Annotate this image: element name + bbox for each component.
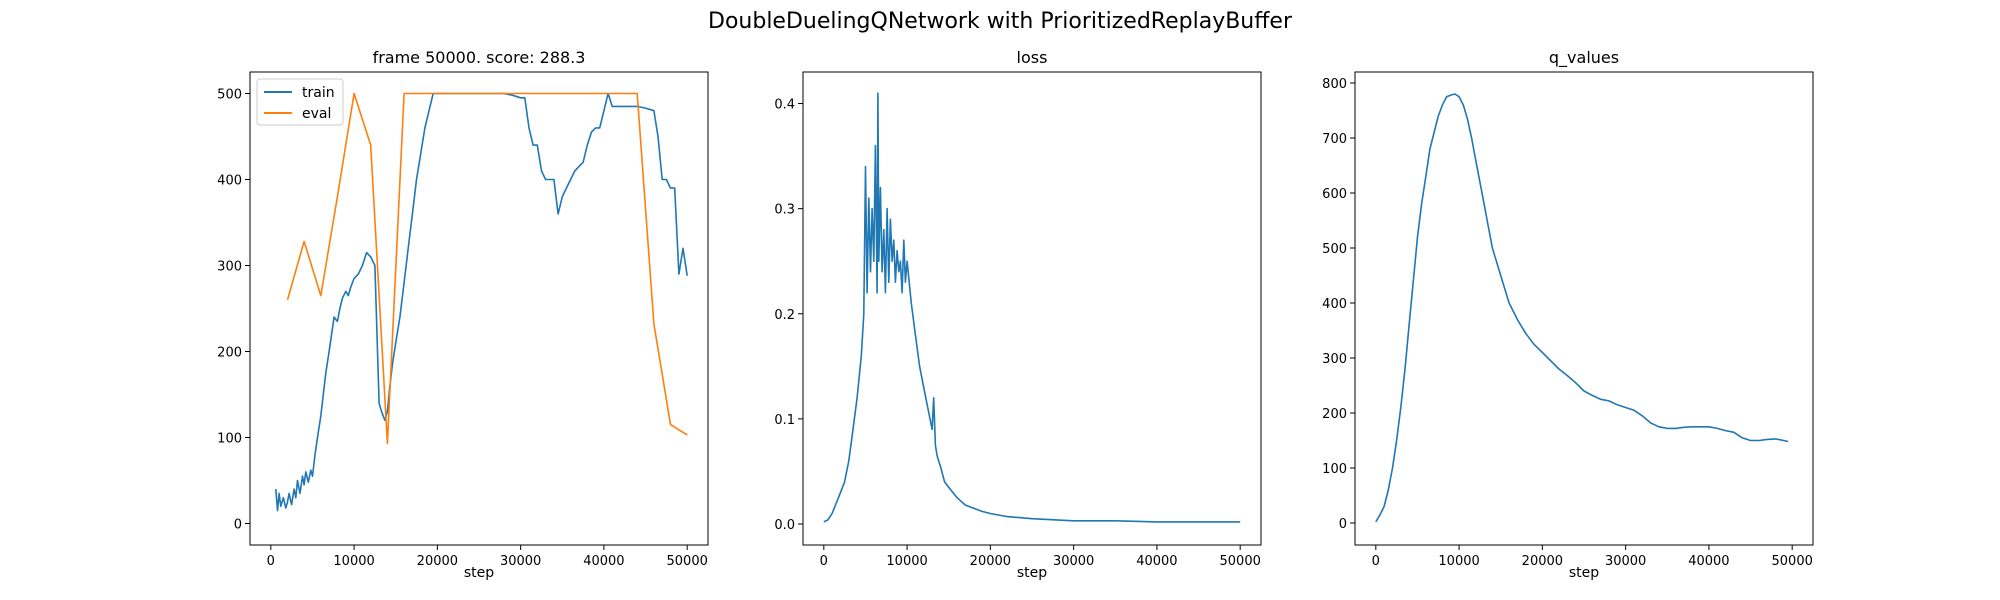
y-tick-label: 300 <box>217 260 242 275</box>
y-tick-label: 100 <box>217 432 242 447</box>
y-ticks: 0.0 0.1 0.2 0.3 0.4 <box>774 98 803 533</box>
y-tick-label: 700 <box>1322 132 1347 147</box>
y-tick-label: 0.0 <box>774 518 795 533</box>
chart-title: q_values <box>1549 48 1619 68</box>
x-tick-label: 30000 <box>1605 554 1646 569</box>
x-ticks: 0 10000 20000 30000 40000 50000 <box>267 545 708 569</box>
series-line-series-0 <box>1375 93 1789 523</box>
x-tick-label: 50000 <box>1772 554 1813 569</box>
y-tick-label: 0.1 <box>774 413 795 428</box>
loss-chart: loss step 0 10000 20000 30000 40000 50000 0.0… <box>774 48 1262 581</box>
series-lines <box>823 92 1241 523</box>
y-tick-label: 400 <box>217 174 242 189</box>
x-tick-label: 10000 <box>886 554 927 569</box>
y-tick-label: 100 <box>1322 462 1347 477</box>
x-ticks: 0 10000 20000 30000 40000 50000 <box>1372 545 1813 569</box>
legend-label-train: train <box>302 85 335 101</box>
y-tick-label: 200 <box>1322 407 1347 422</box>
plot-area <box>1354 71 1814 546</box>
y-ticks: 0 100 200 300 400 500 600 700 800 <box>1322 77 1355 532</box>
y-tick-label: 200 <box>217 346 242 361</box>
figure-title: DoubleDuelingQNetwork with PrioritizedRe… <box>708 9 1293 34</box>
x-tick-label: 50000 <box>1220 554 1261 569</box>
x-tick-label: 0 <box>820 554 828 569</box>
y-tick-label: 800 <box>1322 77 1347 92</box>
series-lines <box>275 92 688 512</box>
x-tick-label: 20000 <box>1522 554 1563 569</box>
x-tick-label: 10000 <box>1438 554 1479 569</box>
plot-area <box>802 71 1262 546</box>
chart-title: frame 50000. score: 288.3 <box>373 48 586 67</box>
series-lines <box>1375 93 1789 523</box>
y-tick-label: 500 <box>1322 242 1347 257</box>
x-ticks: 0 10000 20000 30000 40000 50000 <box>820 545 1261 569</box>
x-tick-label: 40000 <box>1136 554 1177 569</box>
q-values-chart: q_values step 0 10000 20000 30000 40000 50000… <box>1322 48 1814 581</box>
y-ticks: 0 100 200 300 400 500 <box>217 88 250 533</box>
y-tick-label: 500 <box>217 88 242 103</box>
chart-title: loss <box>1017 48 1048 67</box>
x-tick-label: 10000 <box>333 554 374 569</box>
series-line-series-0 <box>823 92 1241 523</box>
series-line-train <box>275 92 688 512</box>
legend-label-eval: eval <box>302 106 331 122</box>
y-tick-label: 0.3 <box>774 203 795 218</box>
y-tick-label: 0.2 <box>774 308 795 323</box>
x-axis-label: step <box>464 565 494 581</box>
x-tick-label: 30000 <box>1053 554 1094 569</box>
x-tick-label: 20000 <box>970 554 1011 569</box>
y-tick-label: 300 <box>1322 352 1347 367</box>
legend: train eval <box>256 78 344 126</box>
plot-area <box>249 71 709 546</box>
series-line-eval <box>286 92 688 445</box>
x-tick-label: 40000 <box>1688 554 1729 569</box>
y-tick-label: 400 <box>1322 297 1347 312</box>
y-tick-label: 0.4 <box>774 98 795 113</box>
score-chart: frame 50000. score: 288.3 step 0 10000 200… <box>217 48 709 581</box>
y-tick-label: 600 <box>1322 187 1347 202</box>
y-tick-label: 0 <box>1339 517 1347 532</box>
x-axis-label: step <box>1017 565 1047 581</box>
x-axis-label: step <box>1569 565 1599 581</box>
x-tick-label: 40000 <box>583 554 624 569</box>
y-tick-label: 0 <box>234 518 242 533</box>
x-tick-label: 50000 <box>667 554 708 569</box>
x-tick-label: 0 <box>1372 554 1380 569</box>
x-tick-label: 30000 <box>500 554 541 569</box>
x-tick-label: 0 <box>267 554 275 569</box>
x-tick-label: 20000 <box>417 554 458 569</box>
